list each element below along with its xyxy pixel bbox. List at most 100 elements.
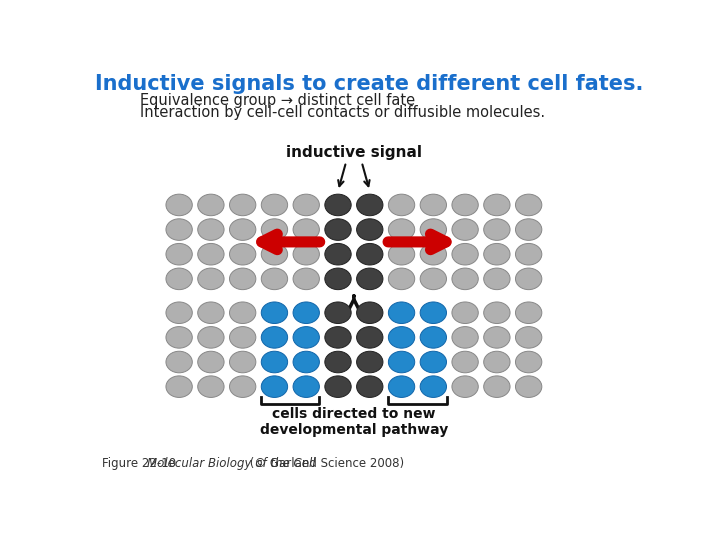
Ellipse shape (356, 302, 383, 323)
Ellipse shape (420, 351, 446, 373)
Ellipse shape (261, 194, 287, 215)
Ellipse shape (198, 302, 224, 323)
Ellipse shape (356, 268, 383, 289)
Ellipse shape (484, 219, 510, 240)
Ellipse shape (420, 194, 446, 215)
Ellipse shape (230, 302, 256, 323)
Ellipse shape (325, 194, 351, 215)
Ellipse shape (484, 268, 510, 289)
Ellipse shape (484, 327, 510, 348)
Ellipse shape (516, 194, 542, 215)
Ellipse shape (388, 244, 415, 265)
Ellipse shape (452, 327, 478, 348)
Ellipse shape (325, 302, 351, 323)
Ellipse shape (166, 194, 192, 215)
Ellipse shape (198, 376, 224, 397)
Ellipse shape (230, 194, 256, 215)
Ellipse shape (356, 351, 383, 373)
Ellipse shape (420, 268, 446, 289)
Ellipse shape (516, 327, 542, 348)
Ellipse shape (325, 244, 351, 265)
Ellipse shape (293, 376, 320, 397)
Ellipse shape (452, 194, 478, 215)
Ellipse shape (452, 302, 478, 323)
Ellipse shape (230, 268, 256, 289)
Ellipse shape (261, 351, 287, 373)
Ellipse shape (230, 219, 256, 240)
Ellipse shape (230, 351, 256, 373)
Text: cells directed to new
developmental pathway: cells directed to new developmental path… (260, 407, 448, 437)
Ellipse shape (420, 376, 446, 397)
Ellipse shape (261, 376, 287, 397)
Ellipse shape (452, 351, 478, 373)
Ellipse shape (166, 219, 192, 240)
Ellipse shape (516, 376, 542, 397)
Ellipse shape (166, 244, 192, 265)
Ellipse shape (325, 327, 351, 348)
Ellipse shape (325, 376, 351, 397)
Ellipse shape (293, 327, 320, 348)
Ellipse shape (484, 302, 510, 323)
Ellipse shape (230, 244, 256, 265)
Ellipse shape (261, 244, 287, 265)
Ellipse shape (198, 268, 224, 289)
Ellipse shape (230, 327, 256, 348)
Ellipse shape (388, 302, 415, 323)
Ellipse shape (420, 219, 446, 240)
Text: Interaction by cell-cell contacts or diffusible molecules.: Interaction by cell-cell contacts or dif… (140, 105, 546, 120)
Ellipse shape (388, 219, 415, 240)
Ellipse shape (325, 268, 351, 289)
Ellipse shape (293, 268, 320, 289)
Ellipse shape (261, 219, 287, 240)
Ellipse shape (516, 351, 542, 373)
Ellipse shape (388, 327, 415, 348)
Ellipse shape (293, 194, 320, 215)
Ellipse shape (166, 327, 192, 348)
Ellipse shape (516, 244, 542, 265)
Ellipse shape (166, 376, 192, 397)
Ellipse shape (325, 351, 351, 373)
Ellipse shape (198, 194, 224, 215)
Ellipse shape (261, 268, 287, 289)
Ellipse shape (388, 268, 415, 289)
Ellipse shape (516, 219, 542, 240)
Ellipse shape (293, 351, 320, 373)
Text: Equivalence group → distinct cell fate: Equivalence group → distinct cell fate (140, 92, 415, 107)
Ellipse shape (261, 302, 287, 323)
Ellipse shape (293, 244, 320, 265)
Ellipse shape (325, 219, 351, 240)
Ellipse shape (166, 268, 192, 289)
Ellipse shape (484, 244, 510, 265)
Ellipse shape (484, 194, 510, 215)
Ellipse shape (356, 244, 383, 265)
Ellipse shape (484, 351, 510, 373)
Ellipse shape (452, 376, 478, 397)
Ellipse shape (261, 327, 287, 348)
Ellipse shape (356, 194, 383, 215)
Ellipse shape (420, 244, 446, 265)
Ellipse shape (166, 351, 192, 373)
Ellipse shape (198, 327, 224, 348)
Ellipse shape (420, 302, 446, 323)
Ellipse shape (388, 351, 415, 373)
Ellipse shape (516, 268, 542, 289)
Ellipse shape (356, 376, 383, 397)
Ellipse shape (484, 376, 510, 397)
Ellipse shape (388, 376, 415, 397)
Text: Figure 22-10: Figure 22-10 (102, 457, 184, 470)
Ellipse shape (198, 351, 224, 373)
Ellipse shape (388, 194, 415, 215)
Ellipse shape (420, 327, 446, 348)
Ellipse shape (166, 302, 192, 323)
Ellipse shape (452, 244, 478, 265)
Ellipse shape (452, 268, 478, 289)
Text: Inductive signals to create different cell fates.: Inductive signals to create different ce… (95, 74, 643, 94)
Ellipse shape (356, 327, 383, 348)
Ellipse shape (293, 219, 320, 240)
Ellipse shape (293, 302, 320, 323)
Ellipse shape (198, 219, 224, 240)
Ellipse shape (356, 219, 383, 240)
Ellipse shape (516, 302, 542, 323)
Ellipse shape (452, 219, 478, 240)
Text: inductive signal: inductive signal (286, 145, 422, 160)
